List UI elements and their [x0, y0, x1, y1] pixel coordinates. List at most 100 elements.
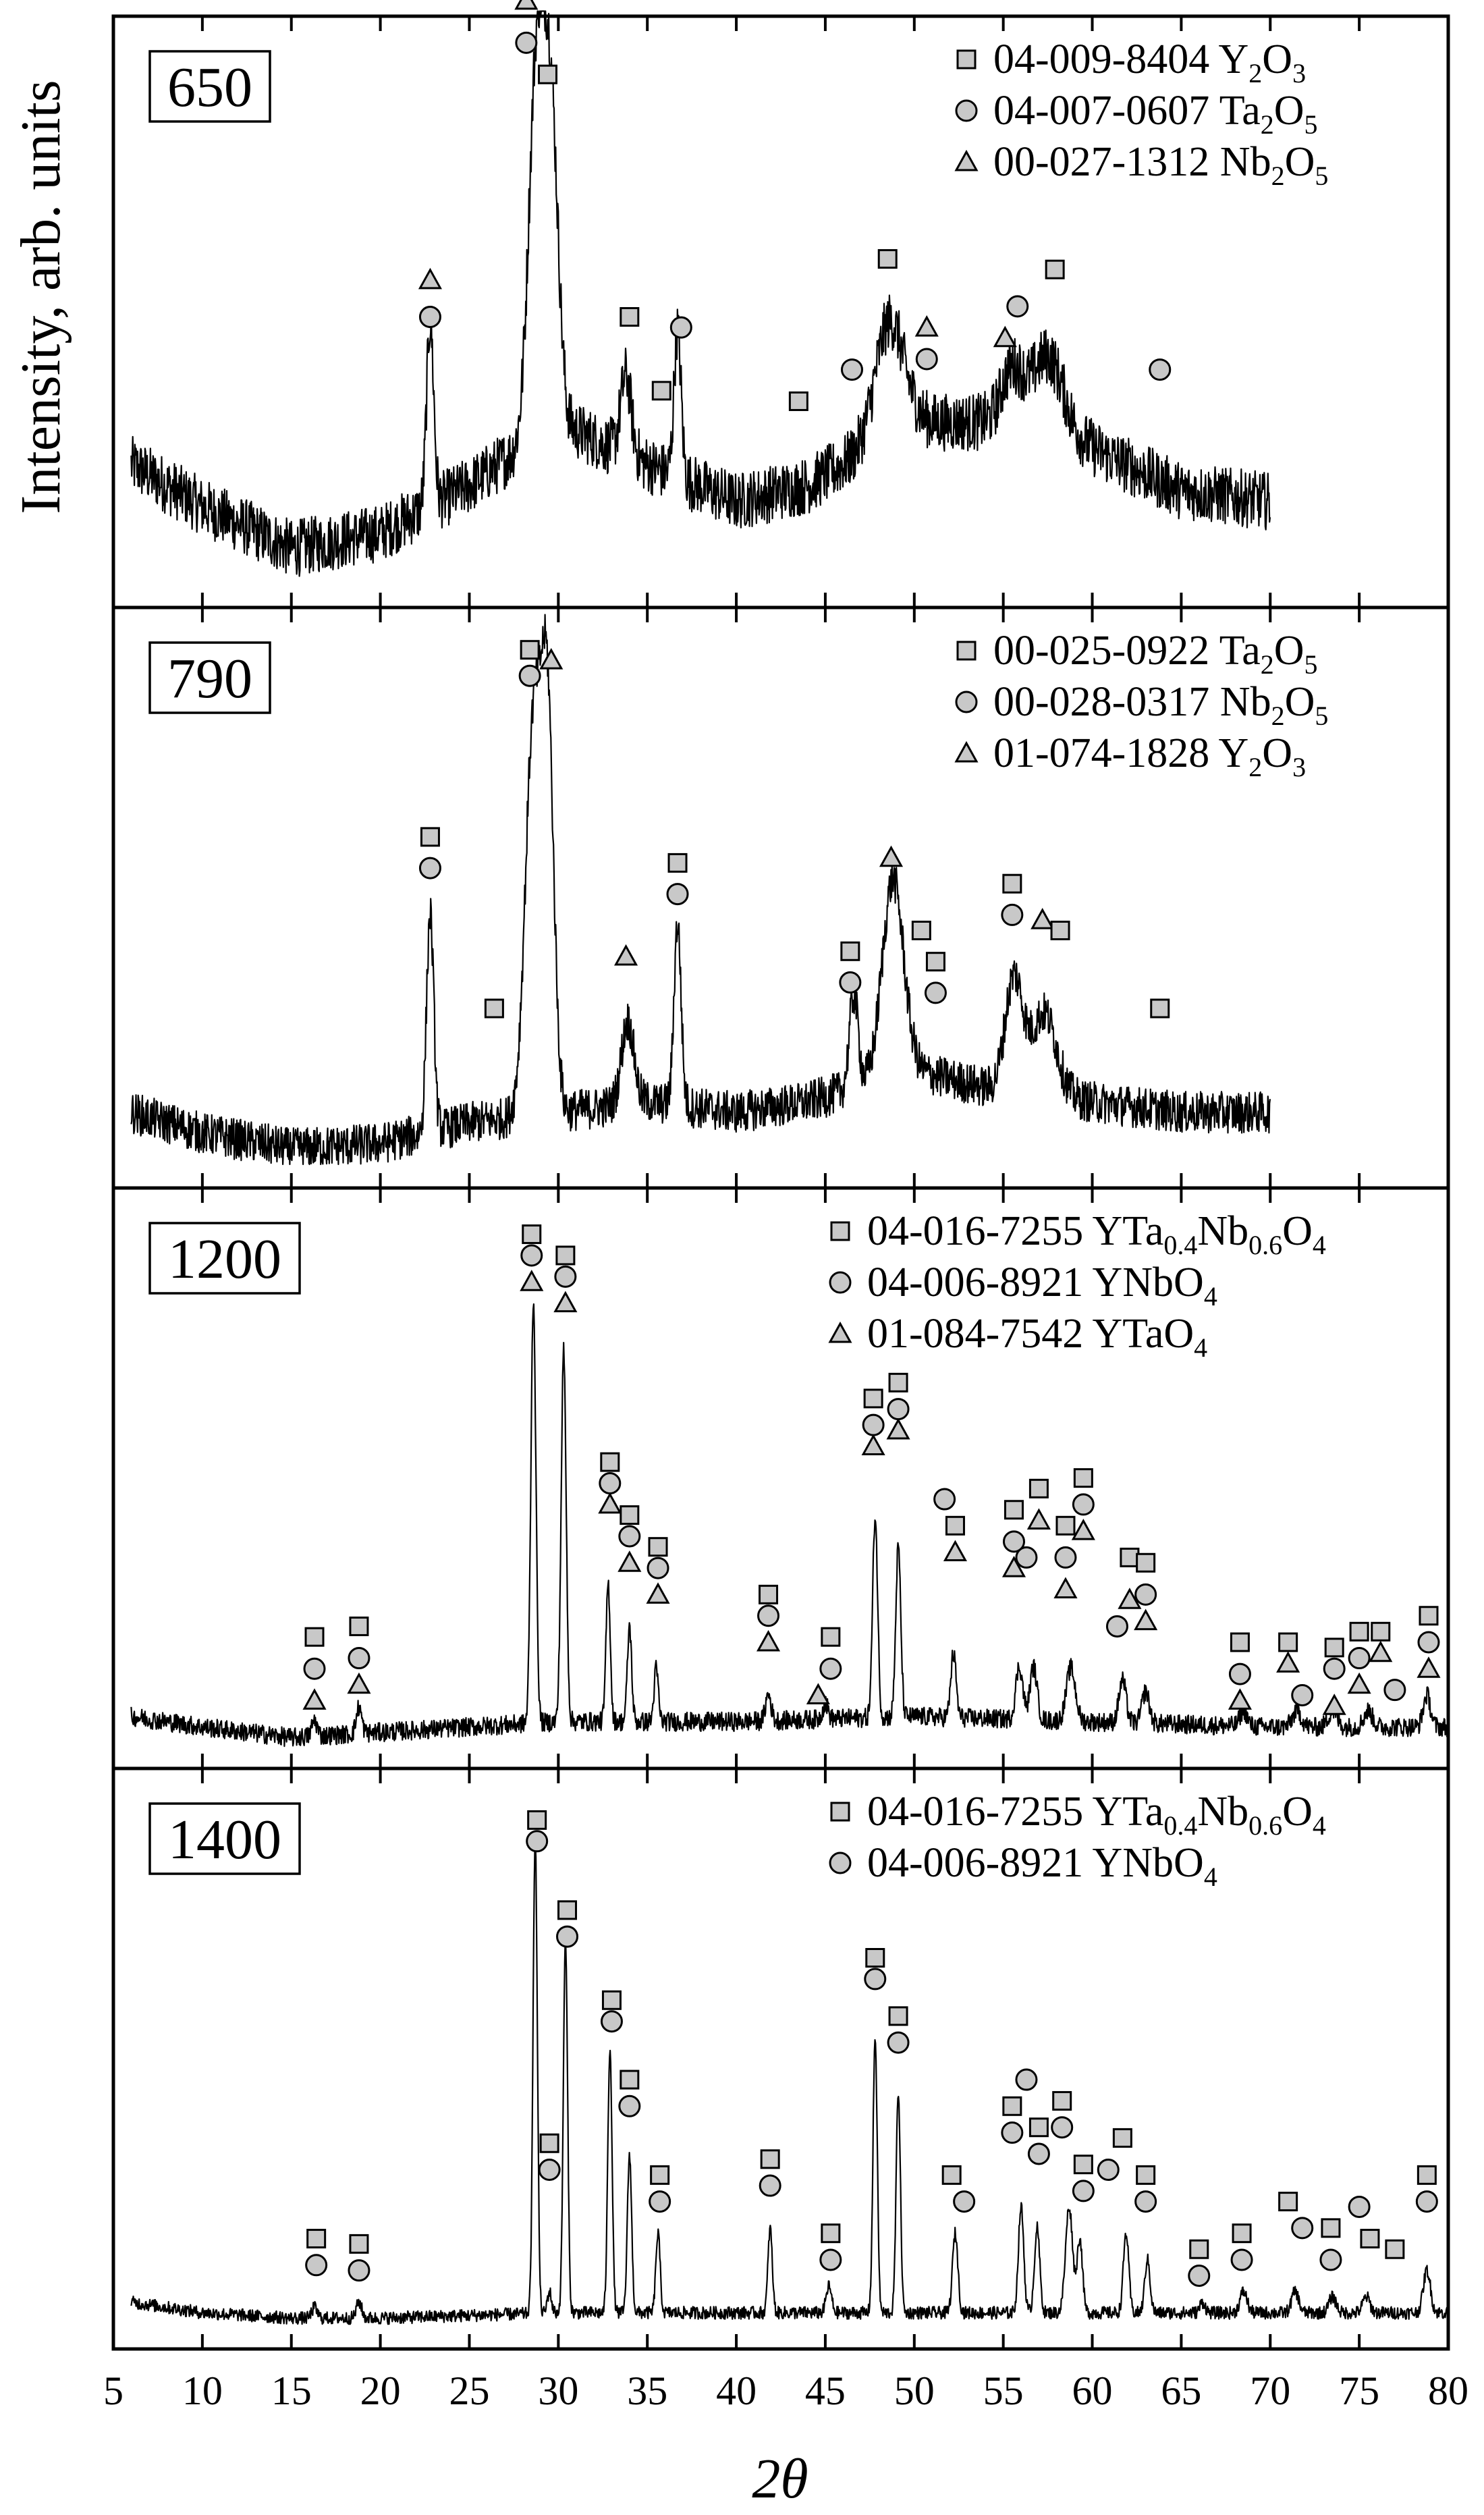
peak-marker-triangle — [302, 1688, 327, 1710]
legend-formula-part: O — [1262, 730, 1292, 776]
peak-marker-circle — [647, 1557, 669, 1579]
legend-formula-part: YTa — [1093, 1208, 1164, 1254]
peak-marker-square — [1002, 873, 1022, 894]
peak-marker-circle — [618, 2094, 641, 2117]
peak-marker-square — [788, 391, 808, 411]
peak-marker-circle — [1051, 2116, 1074, 2139]
peak-marker-circle — [1134, 1583, 1157, 1606]
legend-formula-part: YTa — [1093, 1789, 1164, 1835]
peak-marker-circle — [1054, 1546, 1077, 1569]
peak-marker-square — [1230, 1632, 1250, 1652]
legend-formula-part: Nb — [1197, 1208, 1248, 1254]
peak-marker-square — [1419, 1606, 1439, 1626]
x-tick-label: 45 — [805, 2369, 846, 2413]
legend-entry: 04-016-7255 YTa0.4Nb0.6O4 — [830, 1208, 1326, 1260]
peak-marker-square — [945, 1515, 965, 1536]
peak-marker-square — [863, 1388, 883, 1409]
peak-marker-circle — [1002, 1530, 1025, 1553]
peak-marker-square — [1055, 1515, 1076, 1536]
sample-label: 790 — [167, 647, 252, 710]
legend-formula-part: 0.4 — [1163, 1230, 1197, 1260]
peak-marker-triangle — [1118, 1588, 1142, 1609]
legend-pdf-code: 04-007-0607 — [993, 88, 1209, 134]
peak-marker-square — [1278, 1632, 1298, 1652]
peak-marker-square — [538, 64, 558, 84]
peak-marker-square — [821, 1627, 841, 1647]
x-tick-label: 40 — [716, 2369, 757, 2413]
legend-pdf-code: 04-006-8921 — [867, 1260, 1083, 1305]
peak-marker-square — [888, 2006, 908, 2026]
peak-marker-square — [522, 1224, 542, 1245]
peak-marker-circle — [1027, 2142, 1050, 2165]
x-tick-label: 50 — [894, 2369, 935, 2413]
panel-1400: 1400 04-016-7255 YTa0.4Nb0.6O404-006-8921… — [111, 1766, 1450, 2351]
legend-formula-part: O — [1282, 1789, 1313, 1835]
legend-marker-square — [956, 49, 977, 70]
peak-marker-square — [1189, 2239, 1209, 2259]
peak-marker-triangle — [1417, 1656, 1441, 1678]
peak-marker-square — [821, 2223, 841, 2244]
sample-label: 1400 — [168, 1808, 281, 1871]
peak-marker-circle — [1006, 295, 1029, 318]
peak-marker-circle — [1097, 2159, 1120, 2181]
peak-marker-circle — [666, 883, 689, 906]
peak-marker-square — [650, 2165, 670, 2185]
peak-marker-circle — [840, 358, 863, 381]
legend-label: 04-007-0607 Ta2O5 — [993, 88, 1318, 140]
peak-marker-circle — [1383, 1679, 1406, 1702]
legend-entry: 04-006-8921 YNbO4 — [829, 1840, 1217, 1892]
legend-label: 04-006-8921 YNbO4 — [867, 1840, 1217, 1892]
legend-formula-part: 2 — [1271, 701, 1285, 731]
peak-marker-triangle — [806, 1683, 830, 1704]
peak-marker-square — [941, 2165, 962, 2185]
legend-pdf-code: 00-027-1312 — [993, 139, 1209, 185]
legend-label: 04-016-7255 YTa0.4Nb0.6O4 — [867, 1208, 1326, 1260]
peak-marker-circle — [819, 2248, 842, 2271]
peak-marker-triangle — [617, 1550, 642, 1572]
peak-marker-circle — [1348, 1647, 1371, 1670]
peak-marker-circle — [1188, 2265, 1211, 2287]
sample-label-box — [148, 50, 271, 123]
legend-pdf-code: 00-028-0317 — [993, 679, 1209, 725]
panel-frame — [111, 1766, 1450, 2351]
legend-formula-part: 2 — [1271, 161, 1285, 191]
legend-marker-triangle — [828, 1321, 852, 1343]
legend-formula-part: O — [1282, 1208, 1313, 1254]
peak-marker-circle — [669, 316, 692, 339]
peak-marker-circle — [887, 1398, 910, 1421]
peak-marker-circle — [1417, 1631, 1440, 1654]
peak-marker-triangle — [1053, 1577, 1078, 1598]
legend-formula-part: 3 — [1292, 58, 1306, 88]
peak-marker-square — [667, 853, 688, 873]
legend-formula-part: 0.6 — [1248, 1810, 1282, 1841]
peak-marker-square — [865, 1948, 885, 1968]
peak-marker-square — [1417, 2165, 1437, 2185]
legend-entry: 04-006-8921 YNbO4 — [829, 1260, 1217, 1311]
x-tick-label: 10 — [182, 2369, 223, 2413]
peak-marker-triangle — [1228, 1688, 1252, 1710]
peak-marker-circle — [924, 981, 947, 1004]
peak-marker-triangle — [598, 1492, 622, 1514]
legend-entry: 01-084-7542 YTaO4 — [828, 1311, 1207, 1363]
peak-marker-triangle — [943, 1540, 968, 1562]
legend-marker-triangle — [954, 149, 979, 171]
peak-marker-circle — [1001, 903, 1024, 926]
peak-marker-circle — [1415, 2190, 1438, 2213]
peak-marker-triangle — [1369, 1640, 1393, 1662]
peak-marker-square — [1360, 2229, 1380, 2249]
peak-marker-square — [1045, 259, 1065, 279]
peak-marker-triangle — [1026, 1508, 1051, 1530]
sample-label: 1200 — [168, 1228, 281, 1291]
peak-marker-square — [888, 1372, 908, 1392]
legend-entry: 04-016-7255 YTa0.4Nb0.6O4 — [830, 1789, 1326, 1841]
legend-entry: 00-028-0317 Nb2O5 — [955, 679, 1328, 731]
legend-marker-triangle — [954, 740, 979, 763]
peak-marker-square — [527, 1810, 547, 1830]
peak-marker-circle — [757, 1604, 780, 1627]
peak-marker-triangle — [1134, 1608, 1158, 1631]
peak-marker-square — [651, 381, 671, 401]
legend-formula-part: O — [1262, 36, 1292, 82]
peak-marker-square — [1028, 2117, 1049, 2138]
legend-formula-part: 5 — [1315, 701, 1328, 731]
